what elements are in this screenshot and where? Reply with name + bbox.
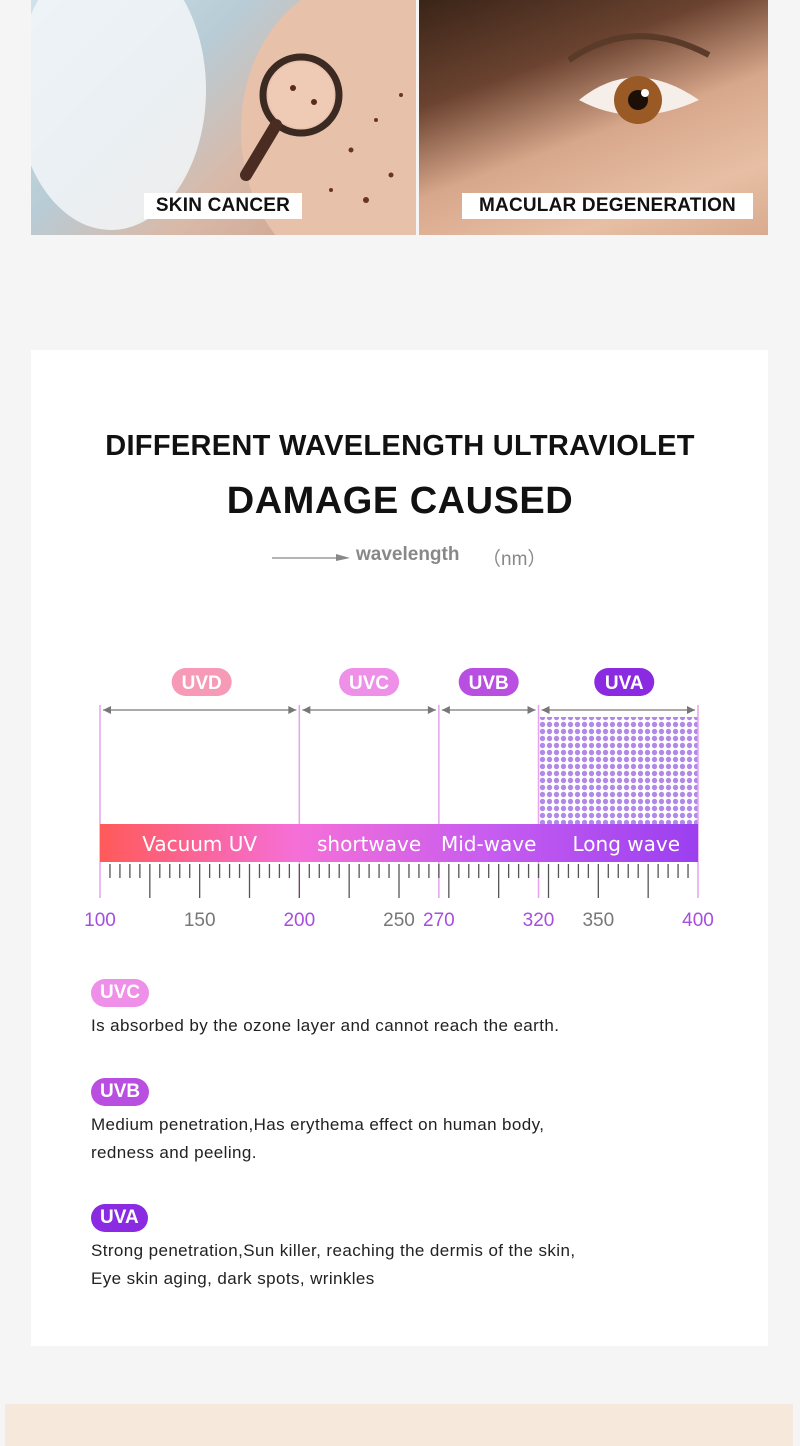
arrow-right-icon (527, 706, 536, 714)
tick-label-200: 200 (283, 910, 315, 931)
tick-label-350: 350 (582, 910, 614, 931)
arrow-left-icon (441, 706, 450, 714)
arrow-left-icon (103, 706, 111, 714)
band-tag-label-uva: UVA (605, 673, 644, 694)
tick-label-270: 270 (423, 910, 455, 931)
band-label-uva: Long wave (573, 832, 681, 856)
desc-line: Eye skin aging, dark spots, wrinkles (91, 1269, 375, 1288)
arrow-right-icon (288, 706, 297, 714)
band-tag-uvd (171, 668, 232, 696)
band-label-uvd: Vacuum UV (142, 832, 257, 856)
heading-line-1: DIFFERENT WAVELENGTH ULTRAVIOLET (105, 430, 695, 462)
tick-label-250: 250 (383, 910, 415, 931)
desc-text-uva: Strong penetration,Sun killer, reaching … (91, 1237, 575, 1293)
skin-exam-illustration (31, 0, 416, 235)
desc-text-uvb: Medium penetration,Has erythema effect o… (91, 1111, 544, 1167)
uva-dot-pattern (538, 717, 698, 824)
wavelength-label: wavelength (356, 544, 460, 565)
band-tag-uvc (339, 668, 400, 696)
tick-label-320: 320 (523, 910, 555, 931)
band-tag-label-uvd: UVD (182, 673, 222, 694)
macular-degeneration-caption: MACULAR DEGENERATION (462, 193, 753, 219)
wavelength-unit: （nm） (482, 549, 547, 570)
arrow-right-icon (687, 706, 695, 714)
tick-label-400: 400 (682, 910, 714, 931)
band-label-uvb: Mid-wave (441, 832, 536, 856)
uv-spectrum-chart: UVD UVC UVB UVA Vacuum UV shortwave Mid-wave Lo… (84, 668, 714, 931)
arrow-right-icon (427, 706, 436, 714)
desc-tag-uvb: UVB (91, 1078, 150, 1106)
desc-line: redness and peeling. (91, 1143, 257, 1162)
desc-line: Medium penetration,Has erythema effect o… (91, 1115, 545, 1134)
footer-band (5, 1404, 793, 1446)
desc-text-uvc: Is absorbed by the ozone layer and canno… (91, 1012, 559, 1040)
arrow-right-icon (272, 554, 350, 561)
desc-tag-uvc: UVC (91, 979, 150, 1007)
desc-line: Strong penetration,Sun killer, reaching … (91, 1241, 576, 1260)
skin-cancer-caption: SKIN CANCER (144, 193, 302, 219)
desc-tag-uva: UVA (91, 1204, 148, 1232)
band-tag-label-uvc: UVC (349, 673, 389, 694)
eye-illustration (567, 33, 711, 124)
band-label-uvc: shortwave (317, 832, 421, 856)
skin-cancer-photo (31, 0, 416, 235)
tick-label-100: 100 (84, 910, 116, 931)
arrow-left-icon (541, 706, 550, 714)
tick-label-150: 150 (184, 910, 216, 931)
arrow-left-icon (302, 706, 311, 714)
band-tag-label-uvb: UVB (469, 673, 509, 694)
heading-line-2: DAMAGE CAUSED (226, 480, 574, 522)
band-tag-uva (594, 668, 655, 696)
band-tag-uvb (458, 668, 519, 696)
desc-line: Is absorbed by the ozone layer and canno… (91, 1016, 560, 1035)
photo-strip: SKIN CANCER MACULAR DEGENERATION (31, 0, 768, 235)
spectrum-bar (100, 824, 698, 862)
